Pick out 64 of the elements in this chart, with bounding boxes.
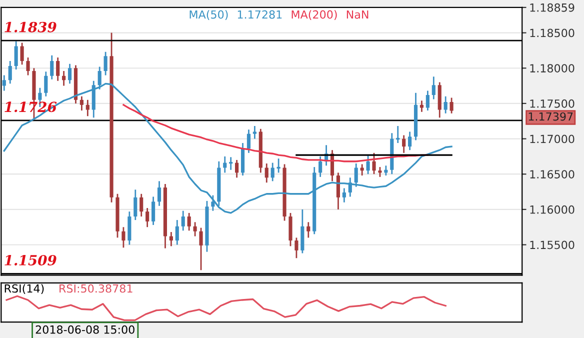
text: MA(200) [292,10,337,20]
ref-line-label: 1.1839 [4,22,56,32]
candlestick [252,125,256,140]
candlestick [62,70,66,86]
candlestick [360,164,364,176]
candlestick [175,219,179,246]
candlestick [56,56,60,82]
annotation: NaN [346,10,368,19]
candlestick [50,54,54,80]
candlestick [199,227,203,271]
candlestick [44,70,48,98]
candlestick [402,134,406,154]
text: MA(50) [190,10,228,20]
y-tick-label: 1.18000 [530,64,574,73]
candlestick [68,63,72,84]
chart-title: RSI(14) [4,284,44,294]
candlestick [157,180,162,207]
chart-subtitle: RSI:50.38781 [60,284,132,293]
y-tick-label: 1.16500 [530,170,574,178]
candlestick [181,210,185,232]
candlestick [306,221,310,238]
candlestick [264,162,268,184]
candlestick [187,212,191,232]
candlestick [104,51,108,76]
candlestick [86,99,90,117]
candlestick [8,60,12,84]
candlestick [2,74,6,92]
candlestick [378,166,382,178]
candlestick [122,226,126,248]
candlestick [294,236,298,259]
y-tick-label: 1.18859 [530,3,574,12]
candlestick [246,128,251,154]
candlestick [336,172,340,210]
y-tick-label: 1.15500 [530,240,574,250]
candlestick [318,156,322,178]
y-tick-label: 1.16000 [530,205,574,214]
candlestick [140,193,144,218]
candlestick [151,196,156,226]
candlestick [372,152,376,175]
candlestick [14,40,18,70]
text: 1.17397 [528,112,573,121]
candlestick [80,96,84,112]
candlestick [193,221,197,237]
candlestick [354,162,358,188]
candlestick [432,76,436,100]
candlestick [169,231,173,247]
y-tick-label: 1.17000 [530,134,574,144]
candlestick [450,97,454,114]
candlestick [270,162,274,182]
candlestick [426,90,430,112]
candlestick [342,188,346,204]
candlestick [408,131,412,151]
ref-line-label: 1.1509 [4,254,56,266]
candlestick [146,207,150,228]
y-tick-label: 1.17500 [530,99,574,108]
text: 2018-06-08 15:00 [36,325,134,334]
candlestick [235,159,239,178]
candlestick [366,155,370,175]
candlestick [20,42,24,66]
candlestick [444,96,448,114]
candlestick [26,56,30,76]
candlestick [134,188,138,221]
annotation: 1.17281 [238,10,282,19]
y-tick-label: 1.18500 [530,28,574,38]
